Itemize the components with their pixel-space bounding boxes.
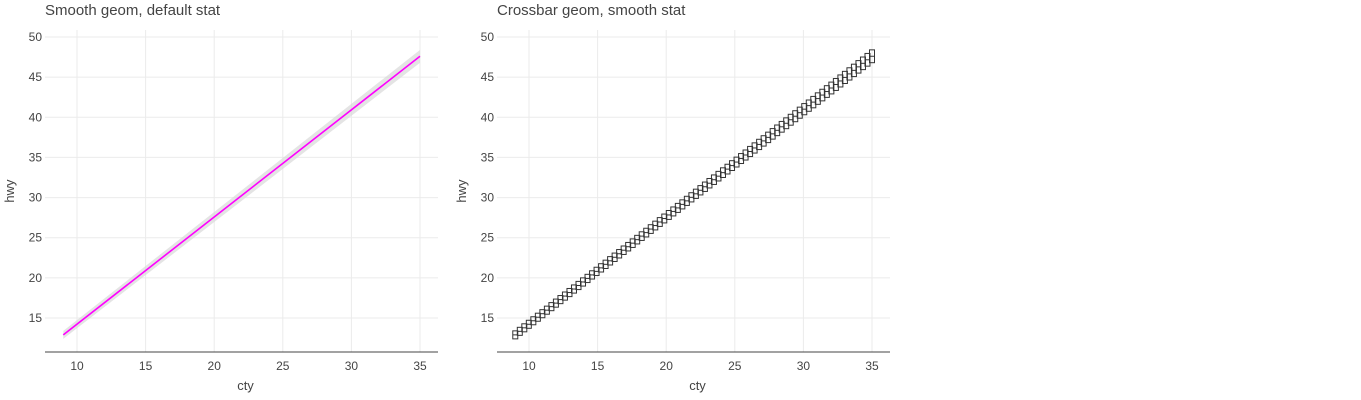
y-axis-title: hwy	[2, 179, 17, 203]
chart-title: Crossbar geom, smooth stat	[497, 2, 686, 19]
y-tick-label: 40	[481, 110, 495, 124]
x-tick-label: 25	[276, 359, 290, 373]
x-tick-label: 35	[865, 359, 879, 373]
x-tick-label: 15	[139, 359, 153, 373]
x-axis-title: cty	[237, 378, 254, 393]
y-tick-label: 20	[481, 271, 495, 285]
y-tick-label: 40	[29, 110, 43, 124]
y-axis-title: hwy	[454, 179, 469, 203]
y-tick-label: 15	[29, 311, 43, 325]
y-tick-label: 50	[29, 30, 43, 44]
x-tick-label: 15	[591, 359, 605, 373]
x-tick-label: 10	[70, 359, 84, 373]
y-tick-label: 30	[29, 191, 43, 205]
y-tick-label: 30	[481, 191, 495, 205]
x-tick-label: 35	[413, 359, 427, 373]
y-tick-label: 45	[29, 70, 43, 84]
smooth-line	[62, 55, 421, 336]
x-tick-label: 20	[208, 359, 222, 373]
y-tick-label: 35	[481, 150, 495, 164]
panel-smooth: 15 20 25 30 35 40 45 50 10 15 20 25 30 35 Smooth geom,…	[2, 2, 438, 393]
panel-crossbar: 15 20 25 30 35 40 45 50 10 15 20 25 30 35 Crossbar geo…	[454, 2, 890, 393]
x-tick-label: 30	[345, 359, 359, 373]
y-tick-label: 25	[481, 231, 495, 245]
y-tick-label: 20	[29, 271, 43, 285]
y-tick-label: 25	[29, 231, 43, 245]
y-tick-label: 50	[481, 30, 495, 44]
y-tick-label: 35	[29, 150, 43, 164]
chart-title: Smooth geom, default stat	[45, 2, 221, 19]
y-tick-label: 15	[481, 311, 495, 325]
x-tick-label: 25	[728, 359, 742, 373]
x-tick-label: 30	[797, 359, 811, 373]
confidence-band	[63, 49, 420, 339]
x-tick-label: 10	[522, 359, 536, 373]
x-tick-label: 20	[660, 359, 674, 373]
y-tick-label: 45	[481, 70, 495, 84]
x-axis-title: cty	[689, 378, 706, 393]
